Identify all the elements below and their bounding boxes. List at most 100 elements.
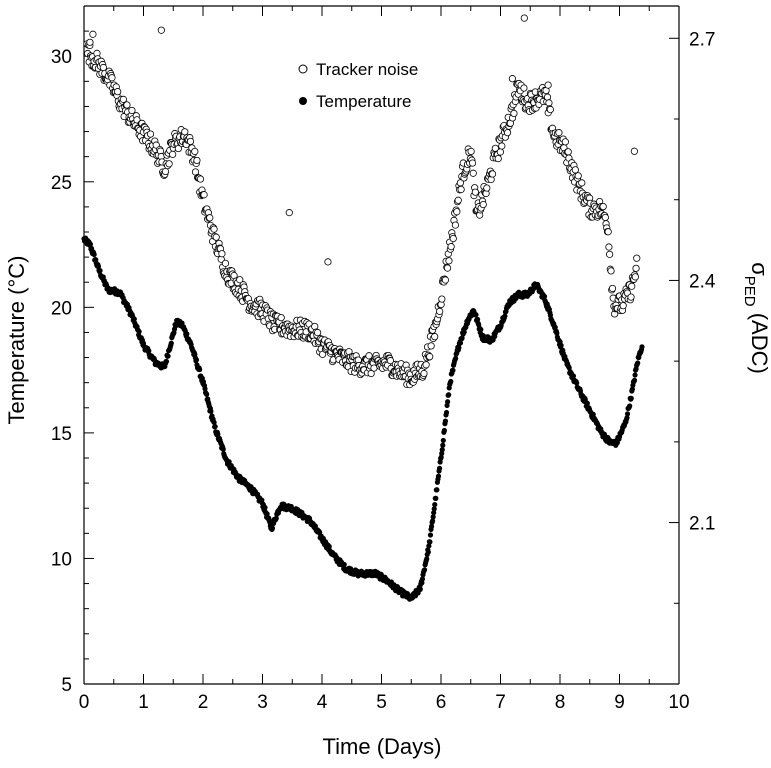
temperature-point xyxy=(632,372,638,378)
temperature-point xyxy=(457,340,464,346)
tracker-noise-point xyxy=(169,150,177,158)
legend-filled-circle-icon xyxy=(299,97,307,105)
temperature-point xyxy=(440,437,446,444)
temperature-point xyxy=(168,340,174,346)
temperature-point xyxy=(419,576,426,582)
tracker-noise-point xyxy=(436,307,444,315)
x-tick-label: 3 xyxy=(257,692,268,713)
tracker-noise-point xyxy=(453,208,461,216)
temperature-point xyxy=(434,487,440,493)
tracker-noise-point xyxy=(631,273,639,281)
legend: Tracker noise Temperature xyxy=(298,60,418,111)
tracker-noise-point xyxy=(114,88,122,96)
temperature-point xyxy=(204,391,210,397)
temperature-point xyxy=(558,342,564,348)
temperature-point xyxy=(208,408,214,414)
tracker-noise-outlier xyxy=(520,14,528,22)
tracker-noise-outlier xyxy=(157,26,165,34)
series-temperature xyxy=(81,235,645,602)
temperature-point xyxy=(264,511,270,517)
temperature-point xyxy=(629,386,635,392)
temperature-point xyxy=(424,556,430,562)
tracker-noise-outlier xyxy=(324,258,332,266)
temperature-point xyxy=(215,431,221,437)
temperature-point xyxy=(541,293,548,300)
temperature-point xyxy=(502,313,508,319)
y2-axis-title-unit: (ADC) xyxy=(747,307,771,374)
temperature-point xyxy=(430,518,436,524)
temperature-point xyxy=(211,419,217,426)
x-tick-label: 6 xyxy=(436,692,447,713)
temperature-point xyxy=(639,344,645,350)
tracker-noise-point xyxy=(479,200,487,209)
tracker-noise-point xyxy=(555,129,563,137)
temperature-point xyxy=(197,366,203,373)
temperature-point xyxy=(436,465,443,471)
temperature-point xyxy=(442,418,449,424)
tracker-noise-point xyxy=(633,254,641,262)
tracker-noise-point xyxy=(128,106,136,115)
tracker-noise-point xyxy=(561,138,569,146)
temperature-point xyxy=(341,561,347,568)
x-tick-label: 4 xyxy=(317,692,328,713)
tracker-noise-point xyxy=(313,329,322,337)
temperature-point xyxy=(421,567,428,573)
tracker-noise-point xyxy=(451,221,459,229)
x-tick-label: 5 xyxy=(376,692,387,713)
temperature-point xyxy=(226,459,232,465)
tracker-noise-point xyxy=(438,295,446,303)
tracker-noise-point xyxy=(571,166,579,174)
tracker-noise-point xyxy=(605,243,613,251)
y2-axis-title: σPED (ADC) xyxy=(741,262,771,374)
y-tick-label: 25 xyxy=(51,173,72,194)
y-tick-label: 10 xyxy=(51,549,72,570)
tracker-noise-point xyxy=(191,147,199,156)
tracker-noise-point xyxy=(449,234,457,243)
plot-frame xyxy=(83,5,680,685)
y-tick-label: 30 xyxy=(51,47,72,68)
tracker-noise-point xyxy=(494,155,502,163)
x-tick-label: 9 xyxy=(614,692,625,713)
tracker-noise-point xyxy=(606,250,614,258)
temperature-point xyxy=(427,539,433,545)
temperature-point xyxy=(431,510,437,516)
temperature-point xyxy=(326,543,332,550)
tracker-noise-point xyxy=(510,109,518,118)
x-tick-label: 2 xyxy=(198,692,209,713)
tracker-noise-point xyxy=(632,264,640,272)
tracker-noise-point xyxy=(445,257,453,265)
temperature-point xyxy=(445,399,451,405)
temperature-point xyxy=(624,415,630,421)
tracker-noise-point xyxy=(426,353,434,361)
temperature-point xyxy=(461,329,467,335)
temperature-point xyxy=(97,267,103,274)
tracker-noise-point xyxy=(119,95,127,103)
temperature-point xyxy=(631,377,638,383)
temperature-point xyxy=(635,360,641,366)
y2-tick-label: 2.4 xyxy=(689,271,716,292)
tracker-noise-point xyxy=(483,184,491,192)
temperature-point xyxy=(456,345,462,351)
temperature-point xyxy=(433,495,439,501)
temperature-point xyxy=(441,427,447,434)
legend-item-temperature: Temperature xyxy=(299,92,411,111)
temperature-point xyxy=(474,316,481,323)
tracker-noise-outlier xyxy=(544,81,552,89)
y-axis-title: Temperature (°C) xyxy=(4,256,29,425)
tracker-noise-outlier xyxy=(86,38,94,46)
tracker-noise-point xyxy=(604,228,612,236)
temperature-point xyxy=(439,447,445,453)
temperature-point xyxy=(443,409,450,416)
tracker-noise-point xyxy=(601,213,609,222)
y2-tick-label: 2.1 xyxy=(689,514,715,535)
tracker-noise-outlier xyxy=(630,147,638,155)
tracker-noise-point xyxy=(174,144,182,153)
temperature-point xyxy=(425,549,431,555)
temperature-point xyxy=(269,525,276,531)
legend-item-tracker-noise: Tracker noise xyxy=(298,60,418,79)
temperature-point xyxy=(95,263,102,270)
tracker-noise-point xyxy=(99,63,107,72)
tracker-noise-point xyxy=(469,169,477,177)
legend-open-circle-icon xyxy=(298,64,308,74)
